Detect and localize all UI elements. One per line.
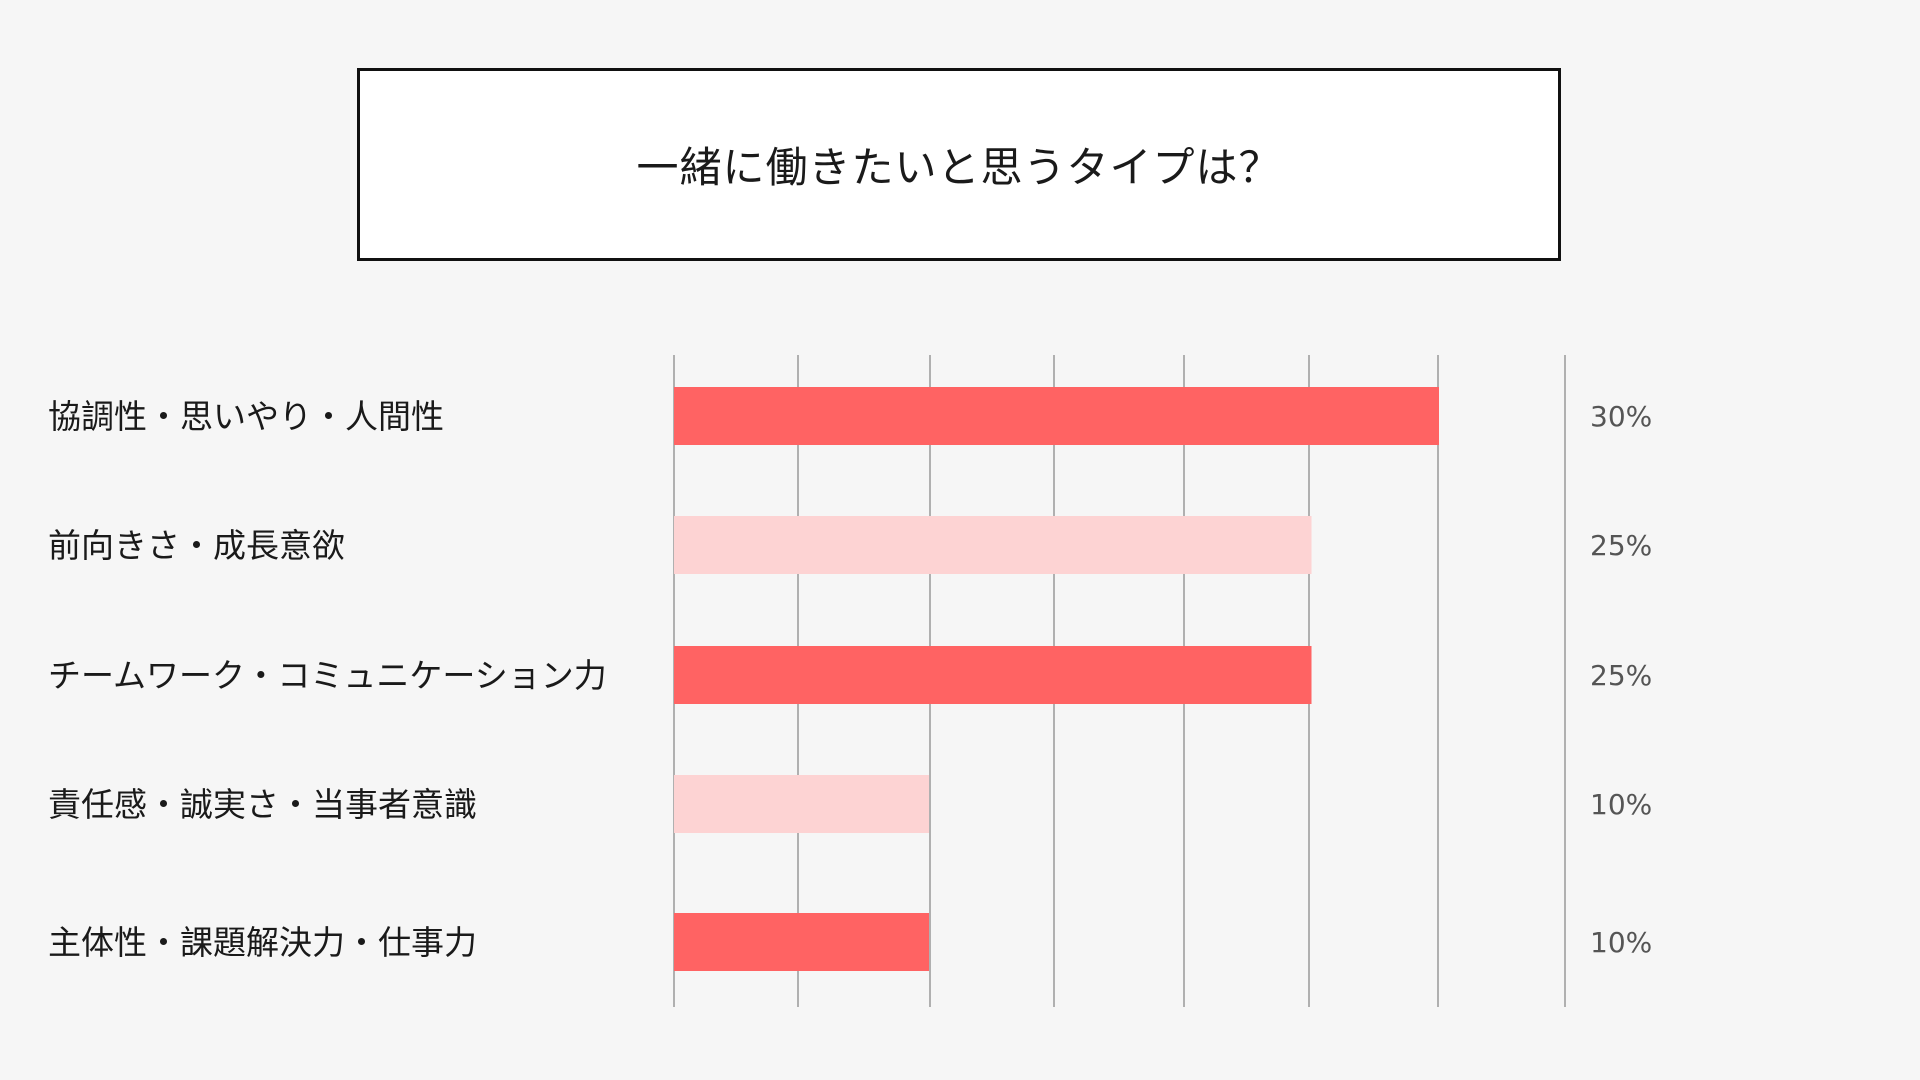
bars (674, 387, 1439, 971)
value-labels: 30% 25% 25% 10% 10% (1590, 400, 1652, 959)
bar-5 (674, 913, 929, 971)
value-label-1: 30% (1590, 400, 1652, 433)
category-label-2: 前向きさ・成長意欲 (48, 526, 345, 565)
category-label-1: 協調性・思いやり・人間性 (48, 397, 444, 436)
value-label-2: 25% (1590, 529, 1652, 562)
bar-3 (674, 646, 1312, 704)
chart-title-box: 一緒に働きたいと思うタイプは？ (357, 68, 1561, 261)
value-label-5: 10% (1590, 926, 1652, 959)
category-labels: 協調性・思いやり・人間性前向きさ・成長意欲チームワーク・コミュニケーション力責任… (48, 397, 607, 962)
chart-title: 一緒に働きたいと思うタイプは？ (636, 143, 1282, 192)
value-label-3: 25% (1590, 659, 1652, 692)
category-label-4: 責任感・誠実さ・当事者意識 (48, 785, 477, 824)
bar-4 (674, 775, 929, 833)
category-label-3: チームワーク・コミュニケーション力 (48, 656, 607, 695)
bar-2 (674, 516, 1312, 574)
value-label-4: 10% (1590, 788, 1652, 821)
bar-1 (674, 387, 1439, 445)
category-label-5: 主体性・課題解決力・仕事力 (48, 923, 477, 962)
